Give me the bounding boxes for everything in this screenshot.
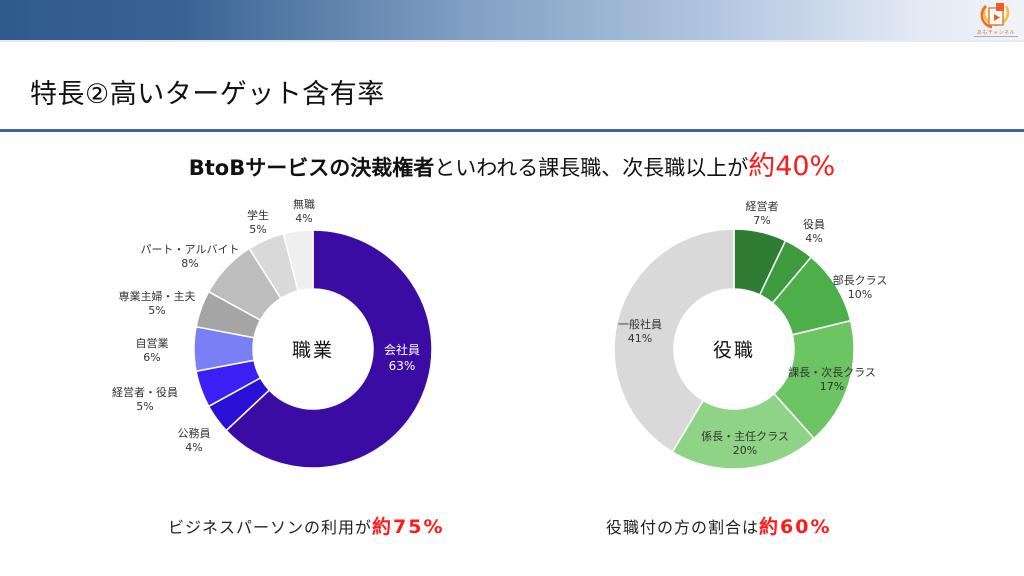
slice-value: 63% — [388, 359, 416, 373]
slice-category: 役員 — [803, 218, 825, 231]
slice-label-executive: 経営者・役員 5% — [112, 386, 178, 414]
channel-logo: あもチャンネル — [972, 2, 1020, 40]
slice-category: 公務員 — [177, 427, 211, 440]
slice-category: 学生 — [247, 209, 269, 222]
slice-value: 5% — [249, 223, 267, 236]
caption-highlight: 約75% — [372, 516, 445, 538]
caption-text: ビジネスパーソンの利用が — [168, 518, 373, 537]
slice-value: 5% — [136, 400, 154, 413]
headline-highlight: 約40% — [748, 151, 836, 182]
slice-value: 41% — [627, 332, 653, 345]
slice-category: 係長・主任クラス — [701, 430, 789, 443]
slice-category: 無職 — [293, 198, 315, 211]
slice-value: 4% — [185, 441, 203, 454]
slice-category: パート・アルバイト — [140, 243, 240, 256]
slice-category: 課長・次長クラス — [788, 366, 876, 379]
slice-category: 経営者・役員 — [112, 386, 178, 399]
slice-label-department-head: 部長クラス 10% — [833, 274, 888, 302]
position-donut-chart: 役職 経営者 7% 役員 4% 部長クラス 10% 課長・次長クラス 17% 係… — [512, 0, 1024, 576]
slice-label-company-employee: 会社員 63% — [384, 342, 420, 374]
slice-value: 8% — [181, 257, 199, 270]
slice-value: 5% — [148, 304, 166, 317]
slice-value: 4% — [295, 212, 313, 225]
donut-slice — [613, 228, 735, 453]
occupation-donut-chart: 職業 会社員 63% 公務員 4% 経営者・役員 5% 自営業 6% 専業主婦・… — [112, 198, 433, 469]
slice-label-student: 学生 5% — [247, 209, 269, 237]
position-donut-svg — [613, 228, 855, 470]
slice-category: 自営業 — [135, 337, 169, 350]
position-center-label: 役職 — [712, 339, 756, 362]
slice-label-section-chief: 課長・次長クラス 17% — [788, 366, 876, 394]
slice-label-part-time: パート・アルバイト 8% — [141, 243, 240, 271]
slice-label-unemployed: 無職 4% — [293, 198, 315, 226]
headline: BtoBサービスの決裁権者といわれる課長職、次長職以上が約40% — [0, 144, 1024, 183]
caption-highlight: 約60% — [759, 516, 832, 538]
slice-value: 6% — [143, 351, 161, 364]
occupation-center-label: 職業 — [291, 339, 335, 362]
slice-label-civil-servant: 公務員 4% — [178, 427, 211, 455]
slice-category: 一般社員 — [618, 318, 662, 331]
slice-value: 4% — [805, 232, 823, 245]
donut-slice — [282, 229, 314, 292]
slice-category: 専業主婦・主夫 — [118, 290, 196, 303]
slice-value: 7% — [753, 214, 771, 227]
slice-category: 会社員 — [383, 343, 421, 357]
logo-subtitle-line — [974, 36, 1018, 37]
slice-label-homemaker: 専業主婦・主夫 5% — [119, 290, 196, 318]
slice-label-manager-owner: 経営者 7% — [746, 200, 779, 228]
title-divider — [0, 129, 1024, 132]
headline-normal: といわれる課長職、次長職以上が — [434, 156, 749, 180]
header-band — [0, 0, 1024, 42]
slice-label-self-employed: 自営業 6% — [136, 337, 169, 365]
logo-text: あもチャンネル — [976, 30, 1016, 36]
slice-label-supervisor: 係長・主任クラス 20% — [701, 430, 789, 458]
play-video-icon — [980, 3, 1010, 29]
slice-value: 20% — [732, 444, 758, 457]
slice-label-officer: 役員 4% — [803, 218, 825, 246]
business-person-caption: ビジネスパーソンの利用が約75% — [168, 512, 445, 539]
donut-slice — [671, 392, 816, 470]
donut-slice — [225, 229, 433, 469]
slice-label-general-staff: 一般社員 41% — [618, 318, 662, 346]
headline-bold: BtoBサービスの決裁権者 — [188, 156, 435, 180]
slice-category: 部長クラス — [832, 274, 888, 287]
header-shadow — [0, 40, 1024, 42]
slice-category: 経営者 — [745, 200, 779, 213]
occupation-donut-svg — [193, 229, 433, 469]
caption-text: 役職付の方の割合は — [606, 518, 760, 537]
position-holder-caption: 役職付の方の割合は約60% — [606, 512, 832, 539]
slice-value: 17% — [819, 380, 845, 393]
slice-value: 10% — [847, 288, 873, 301]
page-title: 特長②高いターゲット含有率 — [30, 79, 385, 110]
